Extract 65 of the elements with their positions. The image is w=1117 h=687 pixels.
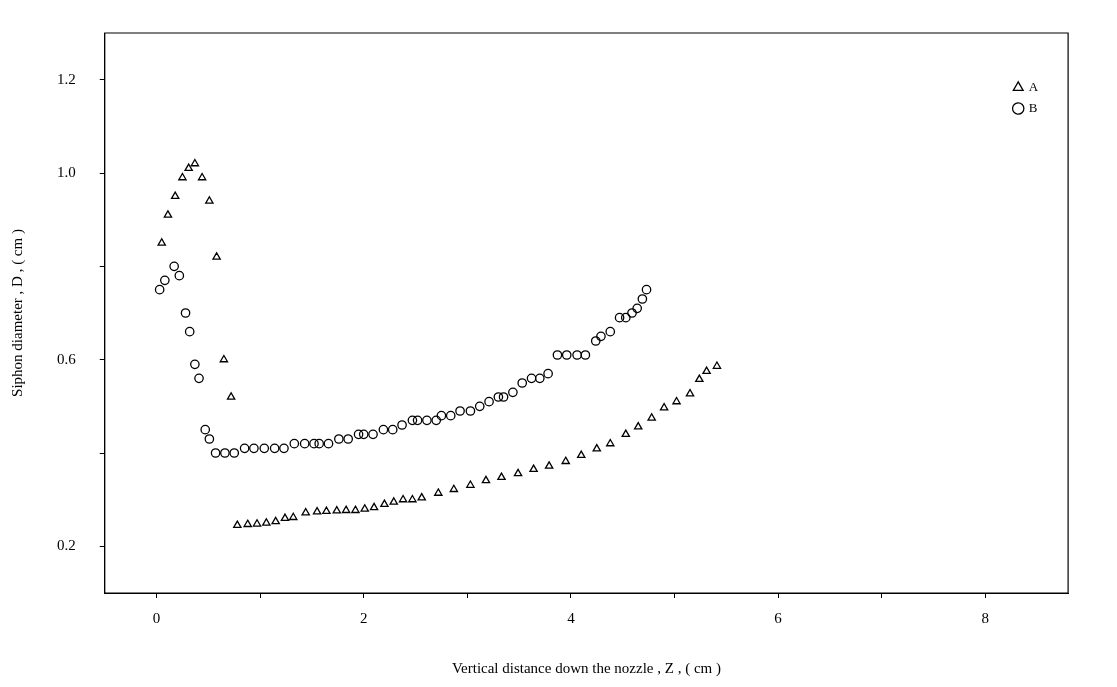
point [398, 494, 408, 503]
y-tick-label: 1.2 [57, 70, 76, 87]
point [233, 520, 242, 529]
x-tick-label: 2 [359, 609, 368, 626]
x-tick-label: 8 [981, 609, 989, 626]
point [369, 502, 379, 511]
point [449, 484, 459, 493]
point [434, 488, 443, 496]
point [513, 468, 523, 477]
point [529, 464, 538, 473]
x-axis-title: Vertical distance down the nozzle , Z , ( cm ) [451, 659, 721, 677]
point [351, 505, 360, 514]
point [695, 374, 704, 383]
y-tick-label: 0.2 [57, 537, 76, 554]
point [389, 497, 399, 505]
point [178, 172, 187, 181]
point [561, 456, 570, 465]
point [170, 191, 180, 200]
point [157, 238, 167, 246]
legend-label: A [1028, 78, 1039, 94]
x-tick-label: 4 [567, 609, 576, 626]
y-axis-title: Siphon diameter , D , ( cm ) [8, 229, 26, 397]
point [576, 450, 586, 459]
point [408, 494, 417, 503]
point [184, 163, 193, 172]
point [466, 480, 475, 488]
point [592, 443, 602, 452]
point [332, 506, 342, 514]
point [197, 172, 207, 181]
point [280, 513, 290, 522]
point [702, 366, 711, 375]
point [243, 519, 252, 528]
point [633, 422, 643, 430]
point [481, 475, 491, 484]
y-tick-label: 0.6 [57, 350, 77, 367]
point [288, 512, 298, 521]
point [226, 392, 236, 400]
point [341, 505, 351, 514]
point [252, 519, 262, 527]
point [219, 354, 229, 363]
point [497, 472, 506, 481]
point [205, 196, 214, 204]
point [380, 499, 389, 508]
point [190, 158, 200, 167]
point [659, 402, 669, 411]
point [672, 396, 681, 405]
point [685, 388, 695, 397]
point [360, 504, 370, 512]
point [163, 210, 173, 218]
point [322, 506, 331, 515]
point [301, 507, 310, 516]
point [712, 361, 722, 369]
legend-label: B [1028, 99, 1038, 115]
point [544, 461, 554, 469]
point [605, 438, 615, 447]
x-tick-label: 0 [152, 609, 161, 626]
x-tick-label: 6 [774, 609, 783, 626]
point [312, 506, 322, 515]
point [417, 492, 427, 501]
point [647, 413, 656, 421]
point [621, 429, 631, 438]
point [271, 516, 280, 525]
point [212, 252, 221, 260]
point [262, 518, 271, 526]
y-tick-label: 1.0 [57, 163, 76, 180]
